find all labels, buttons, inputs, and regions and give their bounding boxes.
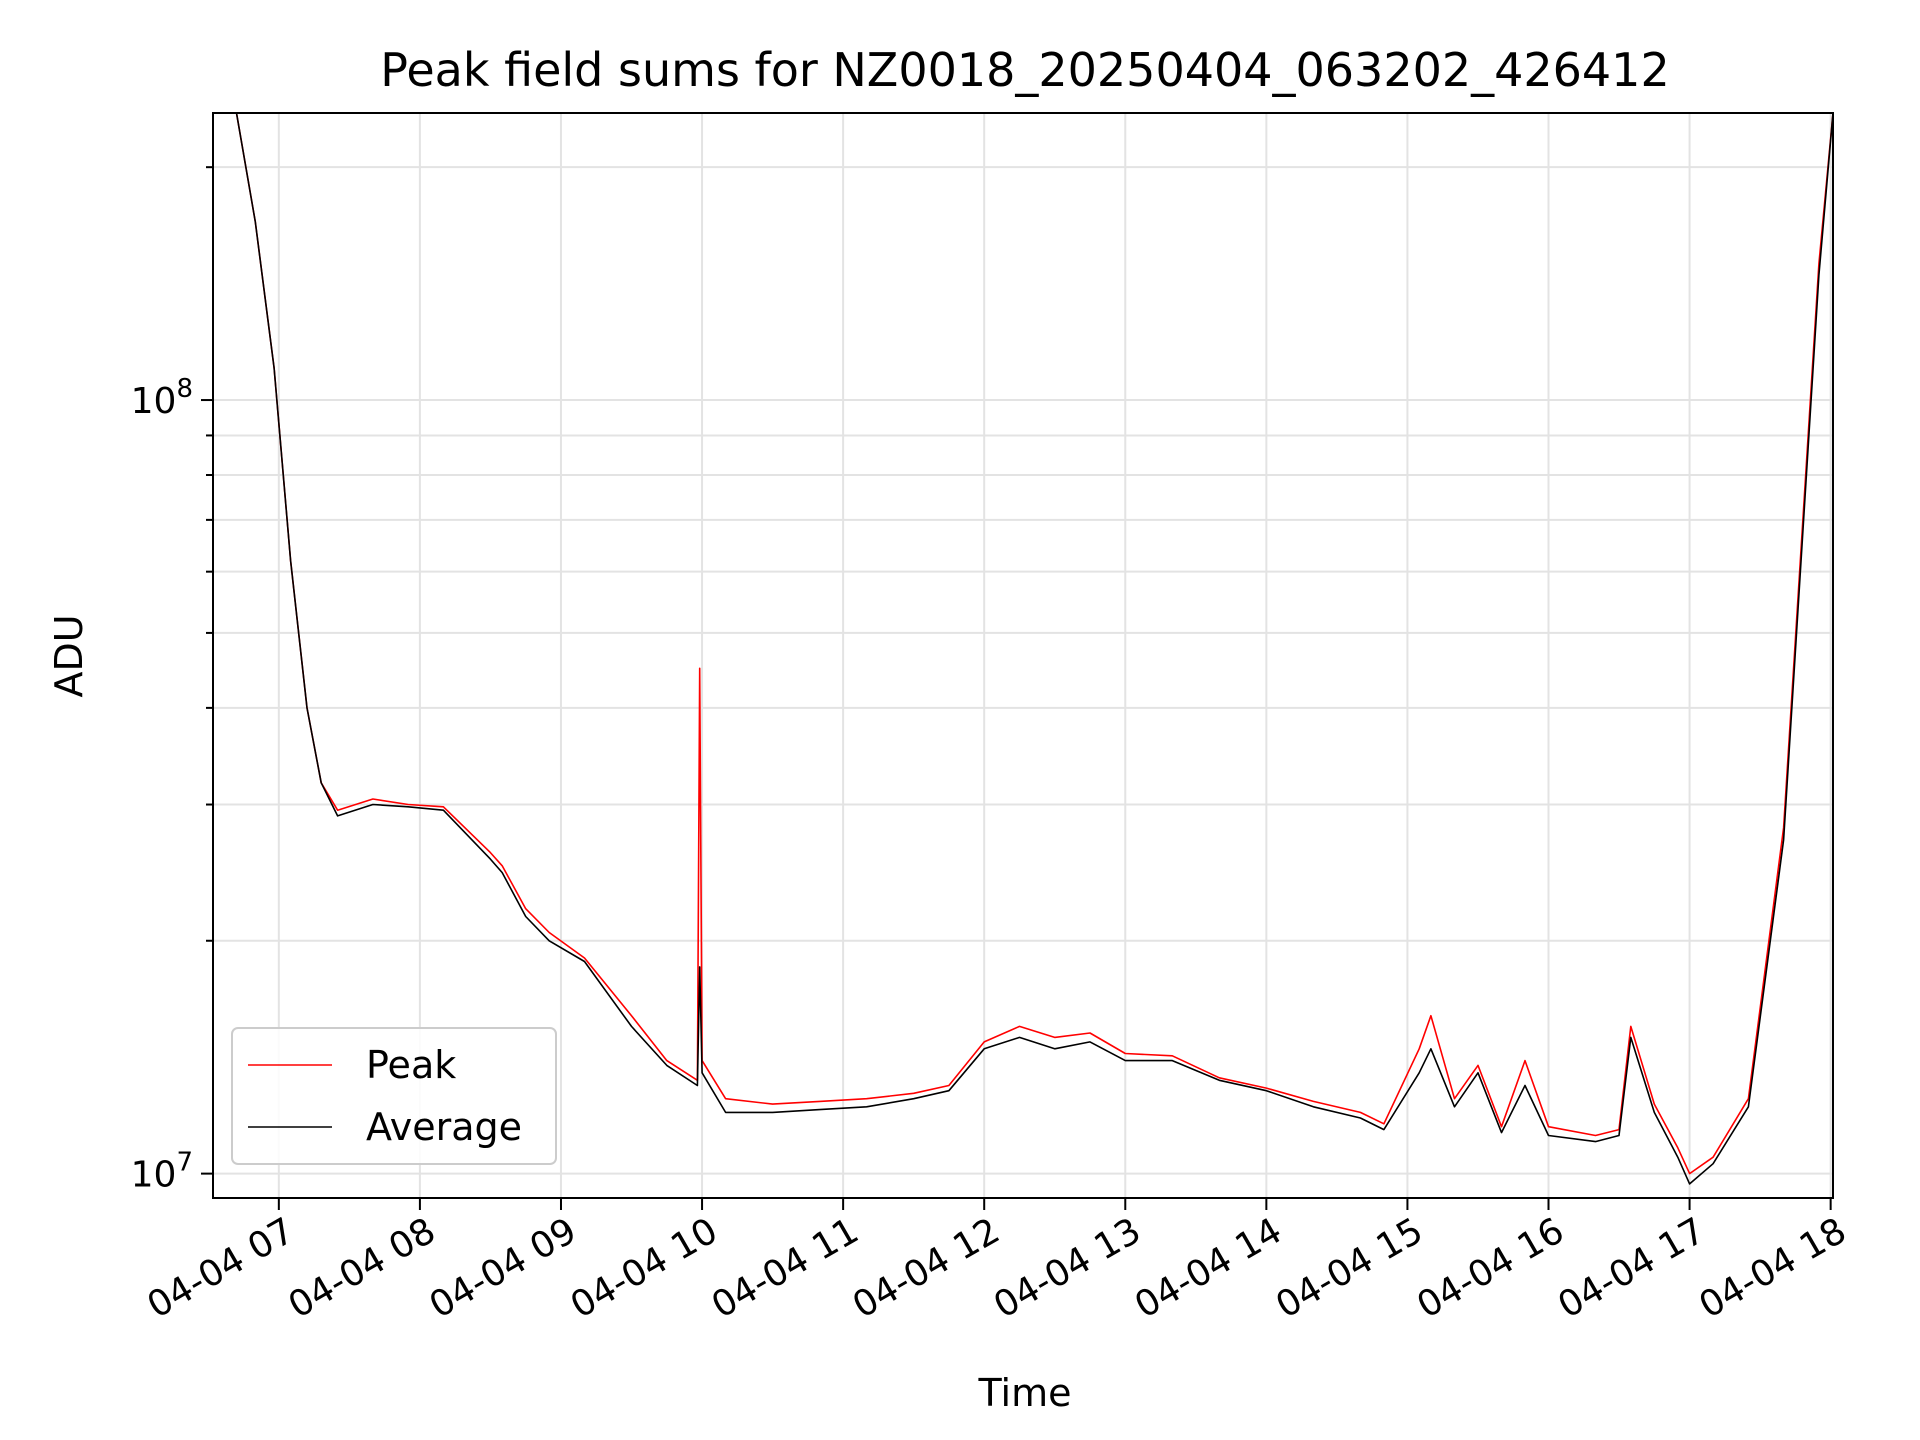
grid-lines: [213, 113, 1833, 1198]
y-axis-label: ADU: [47, 614, 91, 697]
chart-title: Peak field sums for NZ0018_20250404_0632…: [380, 43, 1669, 97]
legend: Peak Average: [231, 1027, 557, 1165]
series-line-peak: [213, 113, 1833, 1175]
legend-label-peak: Peak: [366, 1043, 456, 1087]
y-tick-label: 108: [131, 374, 193, 422]
y-tick-label: 107: [131, 1148, 193, 1196]
series-line-average: [213, 113, 1833, 1185]
x-axis-label: Time: [978, 1371, 1072, 1415]
plot-area: [213, 113, 1833, 1185]
legend-label-average: Average: [366, 1105, 522, 1149]
legend-box: [231, 1027, 557, 1165]
plot-frame: [212, 112, 1834, 1199]
